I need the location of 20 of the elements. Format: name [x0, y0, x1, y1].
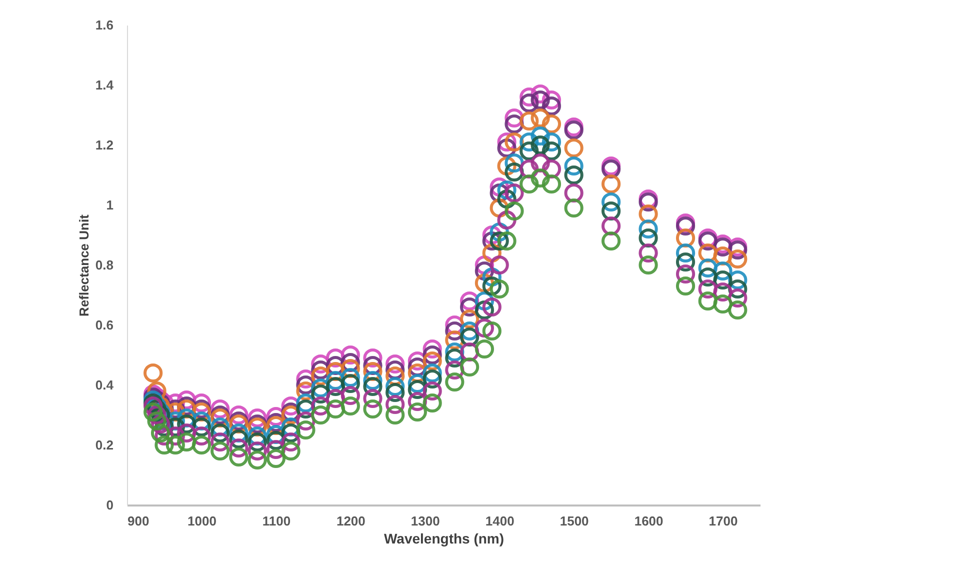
x-tick-label: 1200: [336, 514, 366, 528]
y-tick-label: 1: [106, 198, 114, 212]
y-axis-title: Reflectance Unit: [76, 214, 92, 316]
x-tick-label: 1100: [262, 514, 291, 528]
y-tick-label: 0.2: [95, 438, 114, 452]
x-tick-label: 1600: [634, 514, 664, 528]
y-tick-label: 0: [106, 498, 114, 512]
x-tick-label: 1000: [188, 514, 216, 528]
x-tick-label: 900: [128, 514, 150, 528]
x-tick-label: 1300: [410, 514, 440, 528]
y-tick-label: 1.2: [95, 138, 114, 152]
x-tick-label: 1500: [560, 514, 589, 528]
x-tick-label: 1700: [708, 514, 738, 528]
y-tick-label: 0.4: [95, 378, 114, 392]
y-tick-label: 0.8: [95, 258, 114, 272]
x-axis-title: Wavelengths (nm): [384, 530, 504, 546]
y-tick-label: 1.6: [95, 18, 114, 32]
y-tick-label: 1.4: [95, 78, 114, 92]
y-tick-label: 0.6: [95, 318, 114, 332]
x-tick-label: 1400: [485, 514, 514, 528]
